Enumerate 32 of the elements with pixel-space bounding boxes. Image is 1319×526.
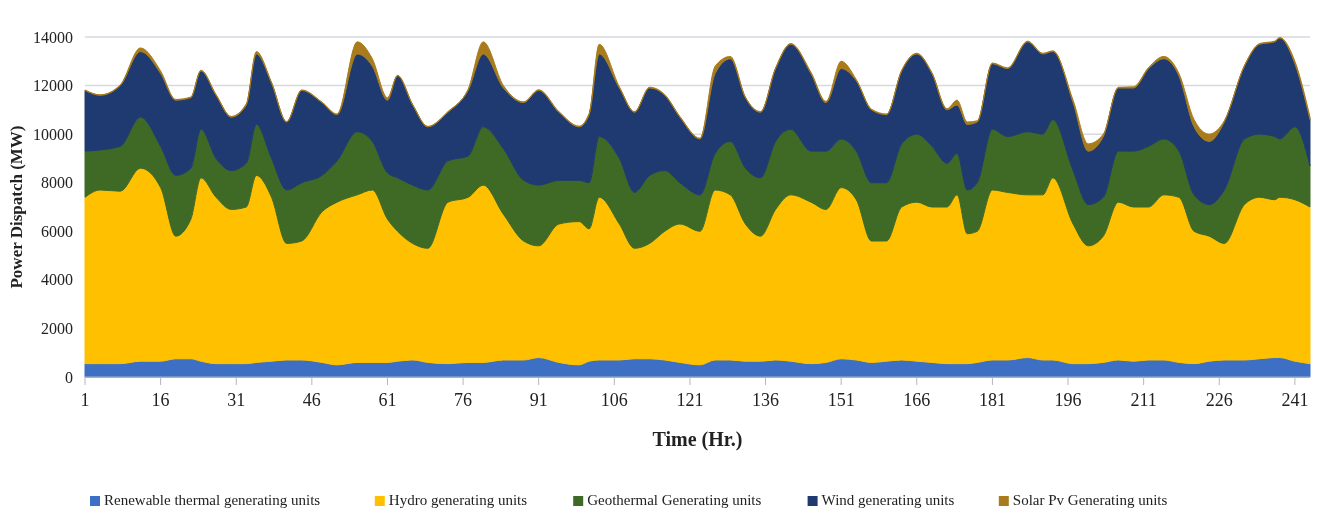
y-axis-title: Power Dispatch (MW) (7, 125, 26, 289)
y-tick-label: 2000 (41, 320, 73, 338)
y-tick-label: 8000 (41, 174, 73, 192)
y-tick-label: 10000 (33, 125, 73, 143)
x-tick-label: 31 (227, 390, 246, 410)
y-tick-label: 12000 (33, 77, 73, 95)
x-tick-label: 181 (978, 390, 1006, 410)
x-tick-label: 1 (80, 390, 90, 410)
x-tick-label: 46 (302, 390, 321, 410)
y-tick-label: 6000 (41, 222, 73, 240)
x-tick-label: 226 (1205, 390, 1233, 410)
x-tick-label: 241 (1281, 390, 1309, 410)
legend-label: Wind generating units (821, 492, 955, 508)
legend-label: Renewable thermal generating units (104, 492, 321, 508)
legend-label: Hydro generating units (388, 492, 528, 508)
x-tick-label: 16 (151, 390, 170, 410)
x-tick-label: 91 (529, 390, 548, 410)
x-tick-label: 76 (454, 390, 473, 410)
x-tick-label: 211 (1130, 390, 1157, 410)
x-axis-title: Time (Hr.) (652, 428, 743, 451)
y-tick-label: 0 (65, 368, 73, 386)
x-tick-label: 61 (378, 390, 397, 410)
x-tick-label: 136 (752, 390, 780, 410)
x-tick-label: 166 (903, 390, 931, 410)
legend-label: Geothermal Generating units (587, 492, 762, 508)
x-tick-label: 106 (600, 390, 628, 410)
y-tick-label: 14000 (33, 28, 73, 46)
x-tick-label: 151 (827, 390, 855, 410)
legend-label: Solar Pv Generating units (1012, 492, 1168, 508)
x-tick-label: 196 (1054, 390, 1082, 410)
x-tick-label: 121 (676, 390, 704, 410)
y-tick-label: 4000 (41, 271, 73, 289)
